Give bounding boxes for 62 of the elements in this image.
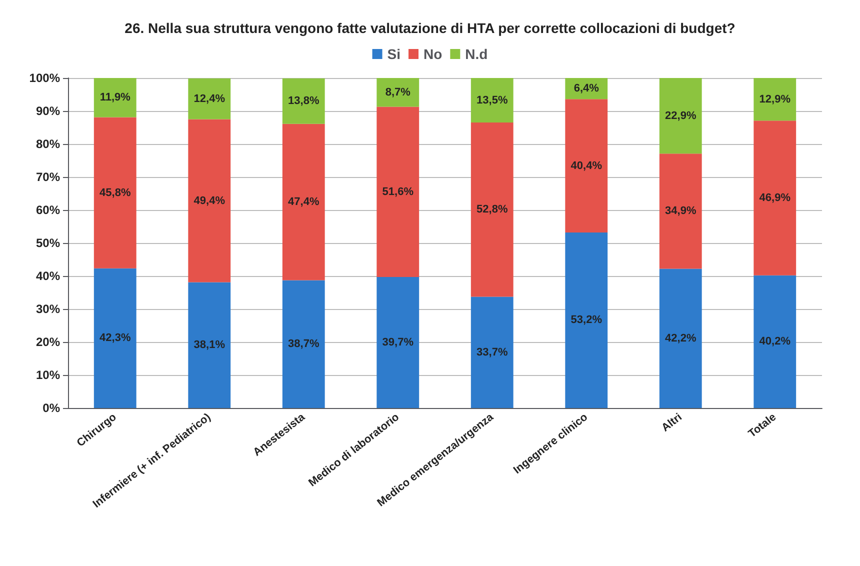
bar	[565, 232, 608, 408]
data-label: 49,4%	[194, 194, 226, 207]
data-label: 38,1%	[194, 339, 226, 352]
bar	[659, 78, 702, 154]
bar	[94, 117, 136, 268]
data-label: 53,2%	[570, 314, 602, 326]
bar	[754, 120, 796, 276]
legend-label: Si	[387, 46, 401, 62]
bar	[94, 78, 136, 118]
data-label: 52,8%	[476, 204, 508, 216]
bar	[659, 268, 702, 408]
data-label: 47,4%	[288, 196, 320, 208]
bar	[282, 78, 325, 124]
data-label: 39,7%	[382, 336, 414, 348]
y-tick-label: 90%	[36, 104, 60, 118]
data-label: 22,9%	[665, 110, 696, 122]
bar	[376, 276, 420, 408]
data-label: 13,8%	[288, 95, 320, 108]
y-tick-label: 100%	[29, 71, 60, 85]
bar	[470, 296, 514, 408]
bar	[565, 99, 608, 232]
legend-label: No	[424, 46, 442, 62]
data-label: 40,2%	[759, 336, 791, 348]
data-label: 40,4%	[570, 160, 602, 172]
bar	[754, 78, 796, 121]
data-label: 51,6%	[382, 186, 414, 198]
y-tick-label: 20%	[36, 335, 60, 349]
bar	[376, 78, 420, 107]
chart-title: 26. Nella sua struttura vengono fatte valutazione di HTA per corrette collocazioni di budget?	[124, 20, 736, 36]
bar	[376, 106, 420, 277]
y-tick-label: 80%	[36, 137, 60, 151]
y-tick-label: 40%	[36, 269, 60, 283]
bar	[470, 122, 514, 297]
data-label: 6,4%	[574, 82, 600, 95]
data-label: 42,2%	[665, 332, 696, 344]
data-label: 12,9%	[759, 93, 791, 106]
y-tick-label: 10%	[36, 368, 60, 382]
data-label: 45,8%	[100, 186, 131, 199]
bar	[282, 280, 325, 408]
bar	[188, 282, 231, 408]
data-label: 38,7%	[288, 338, 320, 350]
data-label: 12,4%	[194, 92, 226, 105]
legend-label: N.d	[465, 46, 488, 62]
y-tick-label: 70%	[36, 170, 60, 184]
data-label: 46,9%	[759, 192, 791, 204]
data-label: 34,9%	[665, 205, 696, 218]
bar	[188, 78, 231, 120]
data-label: 11,9%	[100, 92, 131, 104]
y-tick-label: 30%	[36, 302, 60, 316]
data-label: 13,5%	[476, 94, 508, 106]
bar	[282, 124, 325, 280]
bar	[754, 275, 796, 408]
data-label: 8,7%	[385, 86, 411, 98]
data-label: 42,3%	[100, 332, 131, 344]
bar	[470, 78, 514, 123]
data-label: 33,7%	[476, 346, 508, 358]
bar	[94, 268, 136, 408]
y-tick-label: 50%	[36, 236, 60, 250]
y-tick-label: 60%	[36, 203, 60, 217]
bar	[659, 154, 702, 269]
bar	[188, 119, 231, 282]
y-tick-label: 0%	[42, 401, 60, 415]
